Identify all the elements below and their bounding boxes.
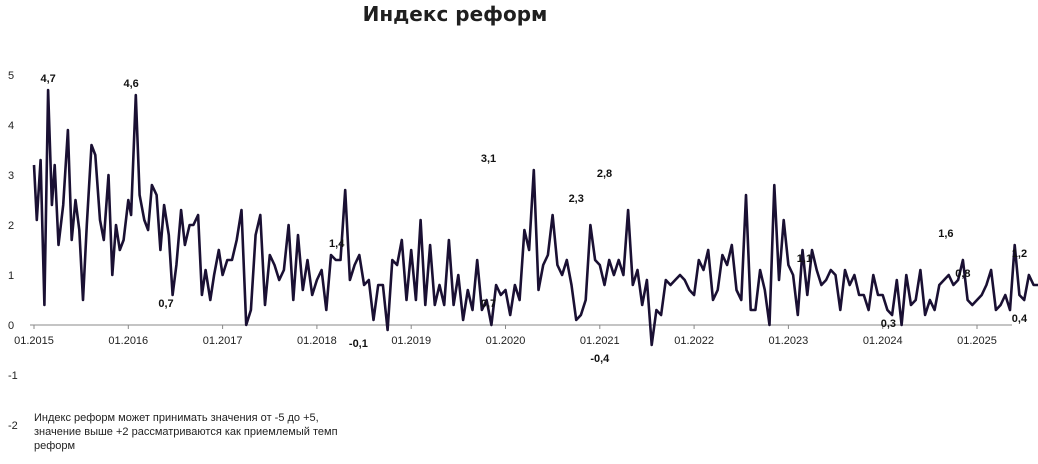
- data-label: 0,7: [158, 298, 173, 310]
- x-tick-label: 01.2015: [14, 335, 54, 347]
- data-label: 0,3: [881, 318, 896, 330]
- x-tick-label: 01.2019: [391, 335, 431, 347]
- y-tick-label: 3: [8, 170, 14, 182]
- y-tick-label: 1: [8, 270, 14, 282]
- x-tick-label: 01.2025: [957, 335, 997, 347]
- x-tick-label: 01.2024: [863, 335, 903, 347]
- data-label: 0,7: [481, 298, 496, 310]
- data-label: 1,4: [329, 238, 345, 250]
- x-tick-label: 01.2020: [486, 335, 526, 347]
- data-label: 1,6: [938, 228, 953, 240]
- data-label: 0,8: [955, 268, 970, 280]
- data-label: 4,7: [40, 73, 55, 85]
- y-tick-label: -1: [8, 370, 18, 382]
- data-label: 2,3: [569, 193, 584, 205]
- chart-title: Индекс реформ: [363, 2, 548, 26]
- x-tick-label: 01.2022: [674, 335, 714, 347]
- y-tick-label: 5: [8, 70, 14, 82]
- data-label: 3,1: [481, 153, 496, 165]
- series-line: [32, 88, 1038, 347]
- y-tick-label: 4: [8, 120, 14, 132]
- x-tick-label: 01.2016: [108, 335, 148, 347]
- data-label: 2,8: [597, 168, 612, 180]
- data-label: 4,6: [123, 78, 138, 90]
- chart-note: Индекс реформ может принимать значения о…: [34, 412, 338, 452]
- data-label: 0,4: [1012, 313, 1028, 325]
- data-annotations: 4,7 4,6 0,7 1,4 -0,1 3,1 0,7 2,3 -0,4 2,8 1,1 0,3 1,…: [40, 73, 1027, 365]
- x-tick-label: 01.2021: [580, 335, 620, 347]
- data-label: -0,1: [349, 338, 368, 350]
- data-label: -0,4: [590, 353, 610, 365]
- x-tick-label: 01.2023: [769, 335, 809, 347]
- y-tick-label: -2: [8, 420, 18, 432]
- data-label: 1,1: [797, 253, 812, 265]
- y-tick-label: 2: [8, 220, 14, 232]
- x-tick-label: 01.2017: [203, 335, 243, 347]
- x-axis-ticks: 01.2015 01.2016 01.2017 01.2018 01.2019 01.20…: [14, 325, 997, 347]
- y-tick-label: 0: [8, 320, 14, 332]
- data-label: 1,2: [1012, 248, 1027, 260]
- y-axis-ticks: 5 4 3 2 1 0 -1 -2: [8, 70, 18, 432]
- x-tick-label: 01.2018: [297, 335, 337, 347]
